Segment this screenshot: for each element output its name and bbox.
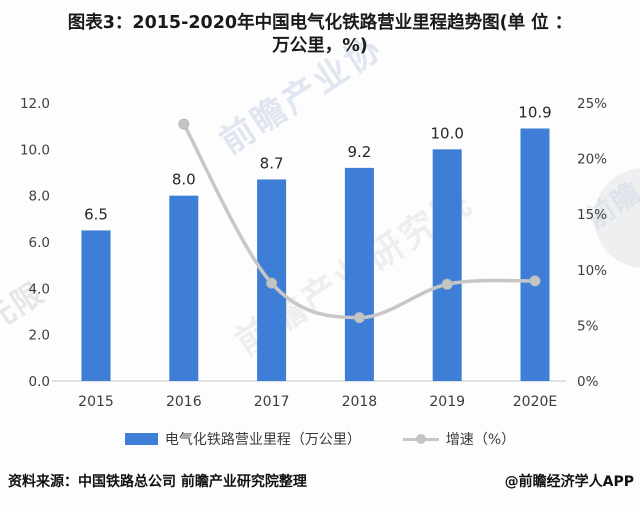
bar-value-label: 8.7 — [260, 154, 284, 172]
bar — [520, 128, 550, 381]
bar-value-label: 9.2 — [347, 143, 371, 161]
legend-item-mileage: 电气化铁路营业里程（万公里） — [124, 429, 361, 449]
legend-item-growth: 增速（%） — [402, 429, 516, 449]
right-axis-tick: 5% — [577, 318, 599, 334]
chart-title: 图表3：2015-2020年中国电气化铁路营业里程趋势图(单 位 ： 万公里，%… — [20, 12, 620, 58]
chart-legend: 电气化铁路营业里程（万公里） 增速（%） — [0, 429, 640, 449]
left-axis-tick: 4.0 — [29, 281, 50, 297]
growth-line — [182, 122, 537, 320]
left-axis-tick: 2.0 — [29, 328, 50, 344]
bar-value-label: 10.9 — [518, 103, 551, 121]
x-axis-label: 2015 — [78, 394, 114, 410]
credit-note: @前瞻经济学人APP — [504, 474, 634, 490]
chart-title-line2: 万公里，%) — [272, 36, 368, 56]
x-axis-label: 2020E — [513, 394, 557, 410]
right-axis-tick: 20% — [577, 152, 607, 168]
line-series-swatch — [402, 433, 439, 445]
right-axis-tick: 0% — [577, 374, 599, 390]
growth-line-marker — [529, 275, 541, 287]
legend-label-growth: 增速（%） — [445, 432, 516, 448]
growth-line-marker — [178, 118, 190, 130]
x-axis-label: 2017 — [254, 394, 290, 410]
right-axis-tick: 15% — [577, 207, 607, 223]
left-axis-tick: 8.0 — [29, 189, 50, 205]
bar — [169, 195, 199, 381]
growth-line-marker — [353, 312, 365, 324]
left-axis-tick: 10.0 — [20, 142, 50, 158]
growth-line-marker — [441, 278, 453, 290]
left-axis-tick: 0.0 — [29, 374, 50, 390]
chart-title-line1: 图表3：2015-2020年中国电气化铁路营业里程趋势图(单 位 ： — [67, 13, 573, 33]
line-swatch-marker — [415, 434, 426, 444]
bar — [432, 149, 462, 381]
left-axis-tick: 12.0 — [20, 96, 50, 112]
bar-series-swatch — [124, 433, 158, 445]
legend-label-mileage: 电气化铁路营业里程（万公里） — [164, 432, 361, 448]
left-axis-tick: 6.0 — [29, 235, 50, 251]
bar — [81, 230, 111, 381]
right-axis-tick: 25% — [577, 96, 607, 112]
right-axis-tick: 10% — [577, 263, 607, 279]
x-axis-label: 2016 — [166, 394, 202, 410]
footer: 资料来源：中国铁路总公司 前瞻产业研究院整理 @前瞻经济学人APP — [0, 466, 640, 496]
bar — [344, 167, 374, 381]
bar-value-label: 8.0 — [172, 171, 196, 189]
growth-line-marker — [266, 277, 278, 289]
source-note: 资料来源：中国铁路总公司 前瞻产业研究院整理 — [8, 474, 307, 490]
bar-value-label: 6.5 — [84, 205, 108, 223]
x-axis-label: 2019 — [429, 394, 465, 410]
x-axis-label: 2018 — [342, 394, 378, 410]
bar-value-label: 10.0 — [430, 124, 463, 142]
